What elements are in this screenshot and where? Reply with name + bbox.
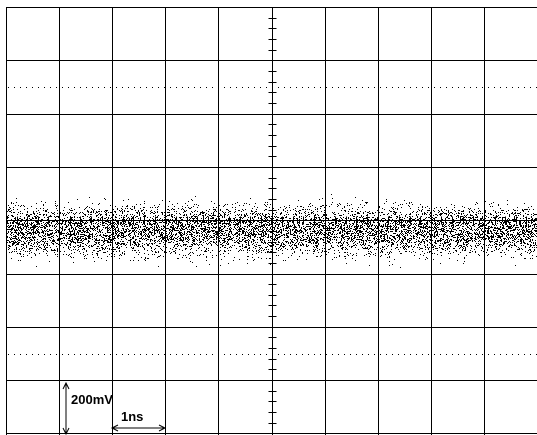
arrow-heads <box>62 381 70 435</box>
horizontal-scale-label: 1ns <box>121 409 143 424</box>
graticule <box>6 7 537 435</box>
noise-dots <box>6 194 537 268</box>
scale-markers: 200mV 1ns <box>62 381 167 435</box>
vertical-scale-label: 200mV <box>71 392 113 407</box>
signal-trace <box>6 194 537 268</box>
arrow-heads <box>110 424 167 432</box>
